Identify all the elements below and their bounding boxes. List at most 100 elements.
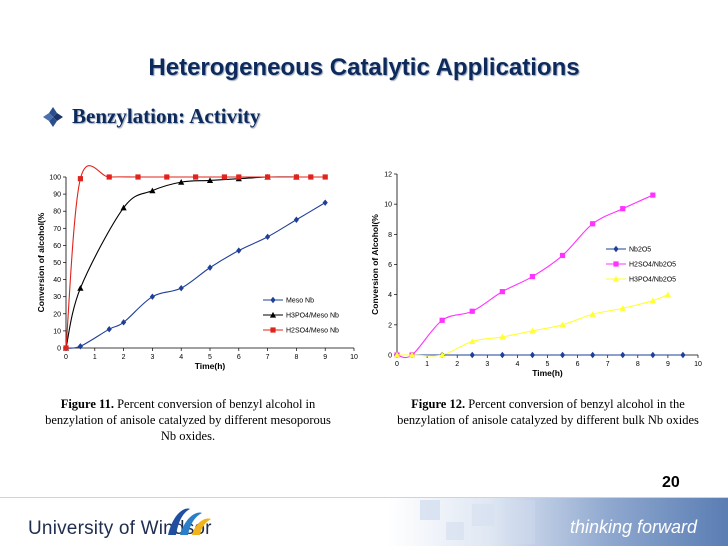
chart2-legend: Nb2O5 H2SO4/Nb2O5 H3PO4/Nb2O5 <box>606 245 676 284</box>
chart1-data-point <box>63 345 69 351</box>
chart1-x-tick-label: 9 <box>323 354 327 361</box>
chart2-y-tick-label: 0 <box>388 353 392 360</box>
chart1-legend-marker <box>269 311 277 318</box>
chart1-data-point <box>265 174 271 180</box>
chart2-y-tick-label: 10 <box>384 202 392 209</box>
chart1-data-point <box>149 187 156 194</box>
chart2-data-point <box>529 327 536 334</box>
chart1-x-tick-label: 2 <box>122 354 126 361</box>
chart2-legend-marker <box>613 261 619 267</box>
bullet-text: Benzylation: Activity <box>72 104 261 128</box>
chart1-y-tick-label: 20 <box>53 311 61 318</box>
university-logo-icon <box>168 508 211 535</box>
chart1-legend-label: Meso Nb <box>286 298 314 305</box>
chart2-data-point <box>680 351 686 359</box>
chart1-data-point <box>236 174 242 180</box>
chart2-data-point <box>650 192 656 198</box>
chart2-series-1 <box>394 351 686 359</box>
chart1-y-tick-label: 40 <box>53 277 61 284</box>
footer-divider <box>0 497 728 498</box>
chart2-data-point <box>559 351 566 359</box>
chart2-data-point <box>649 297 656 304</box>
chart1-data-point <box>293 216 299 223</box>
chart1-data-point <box>106 325 112 333</box>
chart2-data-point <box>620 206 626 212</box>
chart2-x-axis-label: Time(h) <box>532 368 563 378</box>
figure-11-text: Percent conversion of benzyl alcohol in … <box>45 397 331 443</box>
chart2-y-tick-label: 2 <box>388 322 392 329</box>
chart1-y-tick-label: 0 <box>57 346 61 353</box>
chart1-y-axis-label: Conversion of alcohol(% <box>36 212 46 312</box>
figure-12-caption: Figure 12. Percent conversion of benzyl … <box>388 396 708 428</box>
tagline: thinking forward <box>570 517 698 537</box>
chart2-data-point <box>499 289 505 295</box>
chart2-data-point <box>499 351 505 359</box>
chart2-data-point <box>620 351 626 359</box>
chart2-x-tick-label: 1 <box>425 361 429 368</box>
chart2-x-tick-label: 10 <box>694 361 702 368</box>
chart1-data-point <box>265 233 271 241</box>
chart2-y-tick-label: 12 <box>384 172 392 179</box>
chart1-x-tick-label: 8 <box>294 354 298 361</box>
chart2-legend-label: Nb2O5 <box>629 247 651 254</box>
chart2-legend-label: H2SO4/Nb2O5 <box>629 262 676 269</box>
chart1-y-tick-label: 10 <box>53 328 61 335</box>
chart1-data-point <box>77 343 83 350</box>
chart1-x-tick-label: 1 <box>93 354 97 361</box>
chart2-y-tick-label: 4 <box>388 292 392 299</box>
chart1-y-tick-label: 90 <box>53 192 61 199</box>
diamond-bullet-icon <box>43 106 63 127</box>
chart1-data-point <box>121 319 127 326</box>
university-name: University of Windsor <box>28 518 212 539</box>
chart1-legend-marker <box>270 327 276 333</box>
chart2-x-tick-label: 7 <box>606 361 610 368</box>
chart1-data-point <box>206 177 214 184</box>
chart2-x-tick-label: 0 <box>395 361 399 368</box>
figure-11-caption: Figure 11. Percent conversion of benzyl … <box>38 396 338 444</box>
chart1-x-tick-label: 4 <box>179 354 183 361</box>
chart1-data-point <box>149 293 155 300</box>
chart1-y-tick-label: 100 <box>49 175 61 182</box>
chart2-data-point <box>439 317 445 323</box>
chart1-series-1 <box>63 199 328 352</box>
chart1-legend: Meso Nb H3PO4/Meso Nb H2SO4/Meso Nb <box>263 296 339 335</box>
chart2-data-point <box>469 338 476 345</box>
chart2-legend-marker <box>612 275 620 282</box>
chart2-x-tick-label: 4 <box>515 361 519 368</box>
chart2-x-tick-label: 8 <box>636 361 640 368</box>
chart2-data-point <box>393 351 401 358</box>
chart2-data-point <box>439 351 446 358</box>
bullet-item: Benzylation: Activity <box>42 104 260 129</box>
chart1-x-axis-label: Time(h) <box>195 361 226 371</box>
chart1-x-tick-label: 3 <box>150 354 154 361</box>
chart1-x-tick-label: 6 <box>237 354 241 361</box>
chart-mesoporous-nb: 0 1 2 3 4 5 6 7 8 9 100102030405060708090100Time(h… <box>36 165 358 371</box>
footer-band <box>388 498 728 546</box>
chart2-legend-marker <box>613 245 619 253</box>
chart2-data-point <box>408 351 416 358</box>
footer-square-3 <box>472 504 494 526</box>
chart2-x-tick-label: 6 <box>576 361 580 368</box>
chart1-x-tick-label: 5 <box>208 354 212 361</box>
chart2-x-tick-label: 3 <box>485 361 489 368</box>
chart2-data-point <box>664 291 671 298</box>
chart1-x-tick-label: 7 <box>266 354 270 361</box>
chart1-data-point <box>135 174 141 180</box>
chart2-x-tick-label: 9 <box>666 361 670 368</box>
chart2-series-line <box>396 194 654 359</box>
chart2-data-point <box>529 273 536 280</box>
figure-12-label: Figure 12. <box>411 397 466 411</box>
chart1-data-point <box>207 264 213 271</box>
chart2-x-tick-label: 2 <box>455 361 459 368</box>
chart2-data-point <box>589 311 596 317</box>
chart2-data-point <box>559 321 566 328</box>
chart2-data-point <box>650 351 656 359</box>
chart1-y-tick-label: 70 <box>53 226 61 233</box>
chart2-series-line <box>397 294 669 357</box>
footer-square-1 <box>420 500 440 520</box>
slide-title: Heterogeneous Catalytic Applications <box>148 54 580 81</box>
chart1-data-point <box>193 174 199 180</box>
chart1-data-point <box>77 285 84 291</box>
chart1-legend-label: H2SO4/Meso Nb <box>286 328 339 335</box>
chart1-legend-marker <box>270 296 276 304</box>
